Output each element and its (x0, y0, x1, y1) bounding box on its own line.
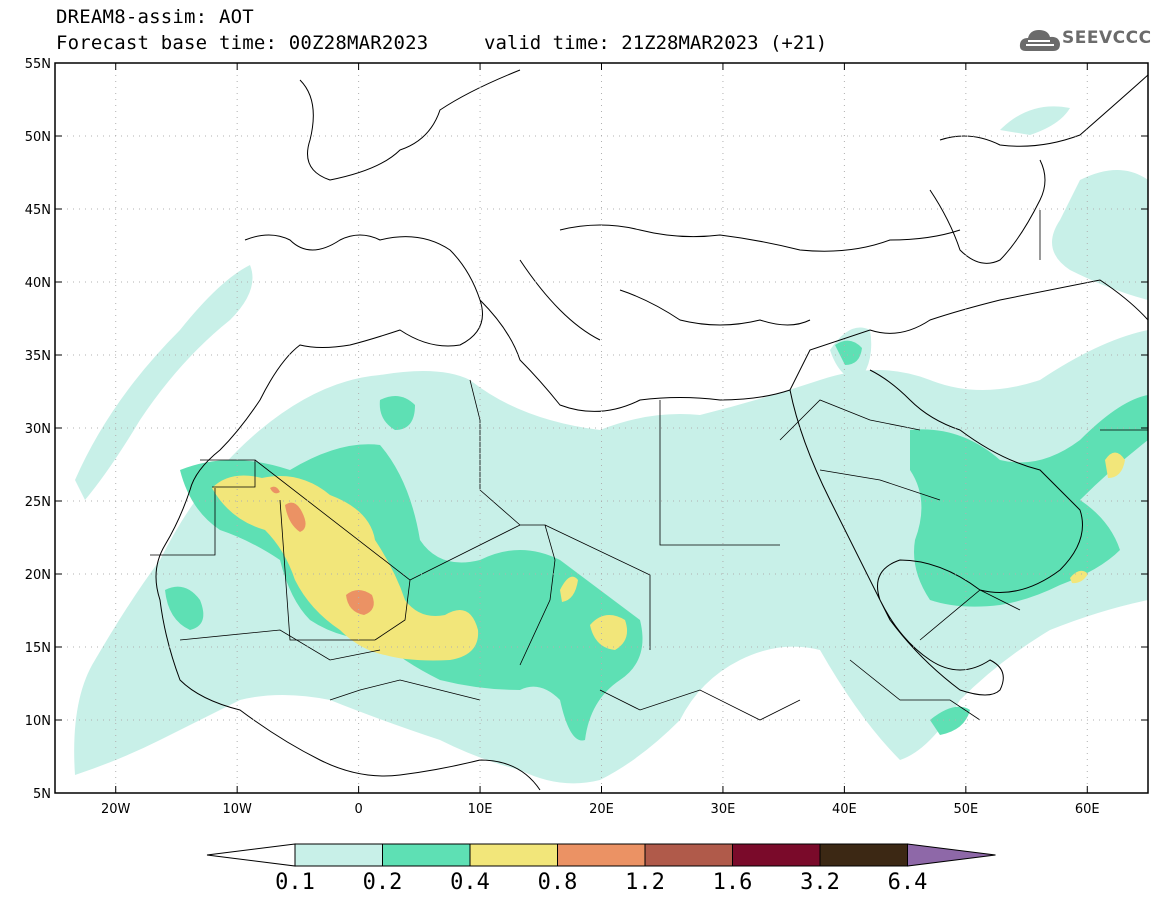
latitude-axis: 55N 50N 45N 40N 35N 30N 25N 20N 15N 10N 5N (25, 57, 1148, 802)
forecast-base-time: Forecast base time: 00Z28MAR2023 (56, 32, 429, 54)
valid-time: valid time: 21Z28MAR2023 (+21) (484, 32, 828, 54)
longitude-axis: 20W 10W 0 10E 20E 30E 40E 50E 60E (101, 63, 1100, 817)
aot-contours (74, 106, 1148, 784)
lon-label: 40E (832, 802, 857, 817)
lon-label: 0 (354, 802, 362, 817)
aot-level-0.4 (212, 452, 1125, 661)
lat-label: 35N (25, 349, 51, 364)
lon-label: 10W (222, 802, 252, 817)
colorbar-level-label: 3.2 (800, 870, 840, 895)
seevccc-logo: SEEVCCC (1018, 22, 1158, 58)
lat-label: 15N (25, 641, 51, 656)
colorbar-segment (557, 843, 646, 867)
lon-label: 30E (711, 802, 736, 817)
colorbar-over-arrow (907, 843, 996, 867)
aot-level-0.8 (270, 486, 374, 615)
colorbar-under-arrow (206, 843, 296, 867)
lat-label: 55N (25, 57, 51, 72)
lat-label: 5N (33, 787, 51, 802)
lon-label: 20W (101, 802, 131, 817)
colorbar-level-label: 0.8 (537, 870, 578, 895)
lat-label: 50N (25, 130, 51, 145)
colorbar-level-label: 0.2 (362, 870, 403, 895)
lon-label: 10E (468, 802, 493, 817)
country-borders (150, 210, 1148, 721)
colorbar (206, 843, 996, 867)
logo-text: SEEVCCC (1062, 28, 1152, 48)
colorbar-segment (294, 843, 383, 867)
coastlines (155, 69, 1148, 791)
lat-label: 10N (25, 714, 51, 729)
map-title: DREAM8-assim: AOT (56, 6, 254, 28)
colorbar-segment (732, 843, 821, 867)
lon-label: 50E (953, 802, 978, 817)
colorbar-level-label: 1.6 (712, 870, 753, 895)
lat-label: 30N (25, 422, 51, 437)
lon-label: 20E (589, 802, 614, 817)
colorbar-segment (382, 843, 471, 867)
lat-label: 20N (25, 568, 51, 583)
lat-label: 25N (25, 495, 51, 510)
lon-label: 60E (1075, 802, 1100, 817)
colorbar-level-label: 0.1 (275, 870, 315, 895)
lat-label: 40N (25, 276, 51, 291)
lat-label: 45N (25, 203, 51, 218)
graticule (55, 63, 1148, 793)
colorbar-segment (819, 843, 908, 867)
colorbar-level-label: 0.4 (450, 870, 490, 895)
colorbar-level-label: 6.4 (887, 870, 928, 895)
colorbar-segment (644, 843, 733, 867)
colorbar-level-label: 1.2 (625, 870, 665, 895)
cloud-icon (1019, 30, 1060, 51)
colorbar-segment (469, 843, 558, 867)
